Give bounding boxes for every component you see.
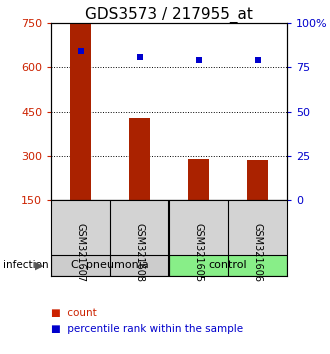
Text: ▶: ▶ [35, 261, 43, 270]
Text: ■  percentile rank within the sample: ■ percentile rank within the sample [51, 324, 243, 334]
Bar [247, 160, 268, 200]
Bar [188, 159, 209, 200]
Text: C. pneumonia: C. pneumonia [71, 261, 149, 270]
Bar [70, 23, 91, 200]
Text: GSM321606: GSM321606 [252, 223, 263, 282]
Title: GDS3573 / 217955_at: GDS3573 / 217955_at [85, 7, 253, 23]
Text: GSM321608: GSM321608 [135, 223, 145, 282]
Text: infection: infection [3, 261, 49, 270]
Bar [51, 255, 169, 276]
Bar [169, 255, 287, 276]
Text: GSM321607: GSM321607 [76, 223, 86, 282]
Bar [129, 118, 150, 200]
Text: control: control [209, 261, 248, 270]
Text: GSM321605: GSM321605 [194, 223, 204, 282]
Text: ■  count: ■ count [51, 308, 97, 318]
